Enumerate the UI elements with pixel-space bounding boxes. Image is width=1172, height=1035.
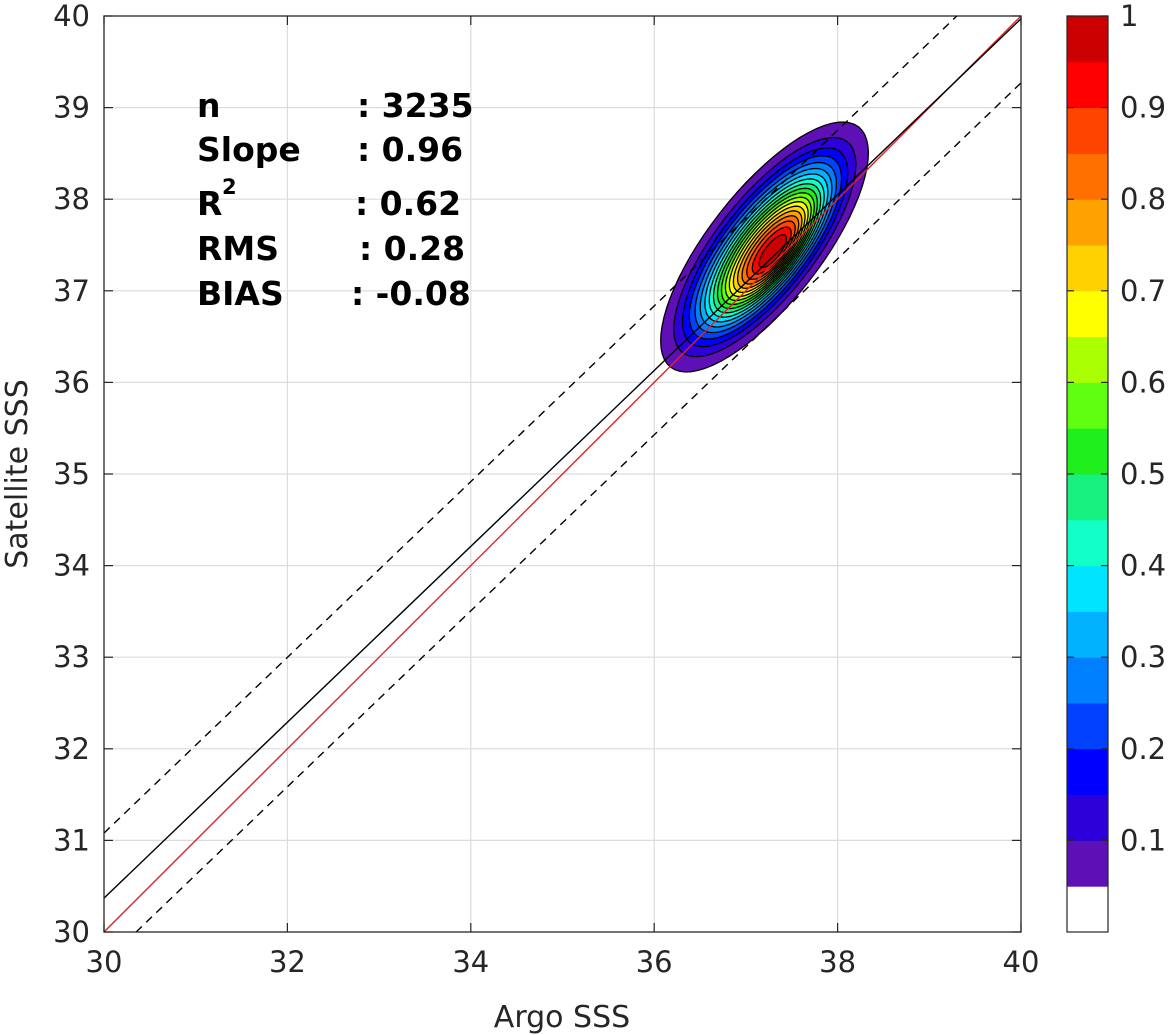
reference-line-upper-bound [104, 16, 958, 834]
y-tick-label-4: 34 [53, 549, 90, 583]
y-tick-label-9: 39 [53, 91, 90, 125]
colorbar-segment-10 [1067, 428, 1108, 475]
y-tick-label-3: 33 [53, 640, 90, 674]
y-tick-label-5: 35 [53, 457, 90, 491]
statistics-box: n : 3235 Slope : 0.96 R 2 : 0.62 RMS : 0… [197, 86, 474, 313]
stat-label-r2: R [197, 184, 222, 223]
colorbar: 0.1 0.2 0.3 0.4 0.5 0.6 0.7 0.8 0.9 1 [1066, 0, 1166, 933]
colorbar-tick-label-6: 0.7 [1120, 274, 1166, 308]
y-tick-label-10: 40 [53, 0, 90, 33]
stat-value-r2: : 0.62 [355, 184, 461, 223]
x-tick-label-4: 38 [819, 945, 856, 979]
colorbar-tick-label-4: 0.5 [1120, 457, 1166, 491]
stat-label-slope: Slope [197, 130, 301, 169]
x-tick-label-5: 40 [1003, 945, 1040, 979]
stat-value-n: : 3235 [357, 86, 474, 125]
stat-label-bias: BIAS [197, 274, 284, 313]
colorbar-segment-12 [1067, 336, 1108, 383]
reference-line-lower-bound [135, 82, 1021, 932]
colorbar-segment-7 [1067, 565, 1108, 612]
stat-value-slope: : 0.96 [357, 130, 463, 169]
colorbar-segment-11 [1067, 382, 1108, 429]
y-tick-label-6: 36 [53, 365, 90, 399]
colorbar-segment-15 [1067, 199, 1108, 246]
x-tick-label-2: 34 [452, 945, 489, 979]
y-tick-label-1: 31 [53, 823, 90, 857]
stat-label-r2-superscript: 2 [222, 175, 237, 199]
colorbar-tick-label-5: 0.6 [1120, 365, 1166, 399]
stat-label-n: n [197, 86, 221, 125]
x-tick-label-0: 30 [86, 945, 123, 979]
colorbar-segment-5 [1067, 657, 1108, 704]
colorbar-segment-18 [1067, 61, 1108, 109]
colorbar-segment-16 [1067, 153, 1108, 200]
density-contours [660, 121, 870, 373]
colorbar-segment-8 [1067, 519, 1108, 567]
x-axis-label: Argo SSS [494, 1000, 630, 1035]
colorbar-segment-9 [1067, 474, 1108, 521]
density-contour-level-19 [758, 234, 788, 269]
colorbar-segment-14 [1067, 245, 1108, 292]
colorbar-tick-label-3: 0.4 [1120, 549, 1166, 583]
x-tick-label-3: 36 [636, 945, 673, 979]
colorbar-tick-label-2: 0.3 [1120, 640, 1166, 674]
y-tick-label-8: 38 [53, 182, 90, 216]
x-tick-label-1: 32 [269, 945, 306, 979]
colorbar-tick-label-8: 0.9 [1120, 91, 1166, 125]
y-tick-label-7: 37 [53, 274, 90, 308]
colorbar-segment-6 [1067, 611, 1108, 658]
colorbar-segment-13 [1067, 290, 1108, 338]
reference-lines [104, 16, 1021, 932]
colorbar-segment-3 [1067, 748, 1108, 796]
axis-ticks: 30 32 34 36 38 40 30 31 32 33 34 35 36 37 38 39 40 [53, 0, 1039, 979]
colorbar-tick-label-9: 1 [1120, 0, 1138, 33]
colorbar-segment-0 [1067, 886, 1108, 933]
stat-label-rms: RMS [197, 229, 279, 268]
colorbar-segment-1 [1067, 840, 1108, 887]
y-tick-label-2: 32 [53, 732, 90, 766]
grid-lines [104, 16, 1021, 932]
colorbar-tick-label-7: 0.8 [1120, 182, 1166, 216]
colorbar-segment-2 [1067, 794, 1108, 841]
colorbar-segment-19 [1067, 16, 1108, 63]
colorbar-tick-label-1: 0.2 [1120, 732, 1166, 766]
y-axis-label: Satellite SSS [0, 379, 35, 569]
stat-value-rms: : 0.28 [359, 229, 465, 268]
reference-line-regression [104, 18, 1021, 899]
stat-value-bias: : -0.08 [351, 274, 471, 313]
colorbar-tick-label-0: 0.1 [1120, 823, 1166, 857]
reference-line-one-to-one [104, 16, 1021, 932]
colorbar-segment-17 [1067, 107, 1108, 154]
colorbar-segment-4 [1067, 703, 1108, 750]
y-tick-label-0: 30 [53, 915, 90, 949]
